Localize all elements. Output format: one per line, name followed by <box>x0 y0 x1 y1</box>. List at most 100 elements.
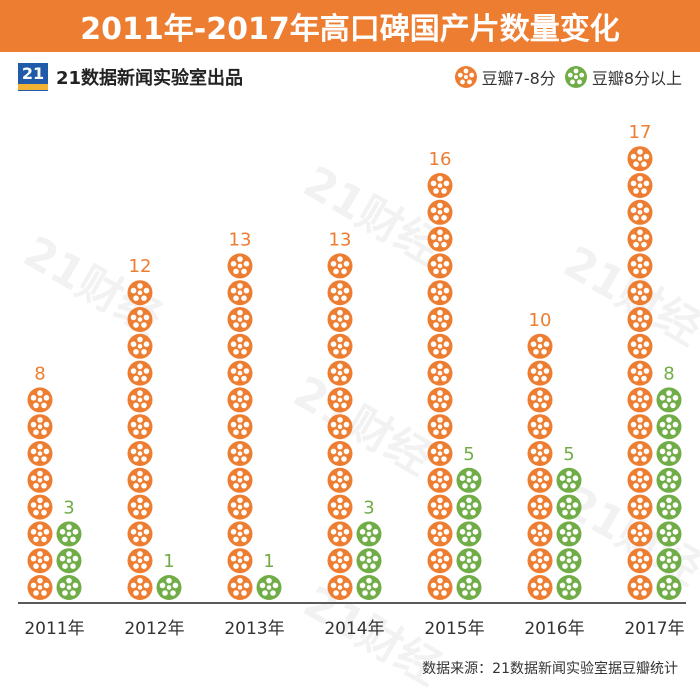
bar-stack <box>456 467 482 600</box>
film-reel-icon <box>327 387 353 413</box>
film-reel-icon <box>627 548 653 574</box>
bar-stack <box>527 333 553 600</box>
year-group: 8 3 2011年 <box>24 363 84 639</box>
bar-stack <box>427 173 453 600</box>
year-group: 16 5 2015年 <box>424 149 484 639</box>
film-reel-icon <box>127 521 153 547</box>
bar-stack <box>27 387 53 600</box>
film-reel-icon <box>456 548 482 574</box>
film-reel-icon <box>527 521 553 547</box>
film-reel-icon <box>427 253 453 279</box>
film-reel-icon <box>627 333 653 359</box>
film-reel-icon <box>227 494 253 520</box>
film-reel-icon <box>127 441 153 466</box>
film-reel-icon <box>27 548 53 574</box>
film-reel-icon <box>527 360 553 386</box>
film-reel-icon <box>127 575 153 600</box>
film-reel-icon <box>556 575 582 600</box>
film-reel-icon <box>56 575 82 600</box>
film-reel-icon <box>427 173 453 198</box>
logo-21: 21 <box>18 63 48 91</box>
legend-item-orange: 豆瓣7-8分 <box>454 65 556 89</box>
film-reel-icon <box>627 360 653 386</box>
year-group: 12 1 2012年 <box>124 256 184 639</box>
film-reel-icon <box>127 548 153 574</box>
x-tick-label: 2013年 <box>224 619 284 639</box>
film-reel-icon <box>327 548 353 574</box>
film-reel-icon <box>256 575 282 600</box>
film-reel-icon <box>227 521 253 547</box>
data-label: 13 <box>329 229 352 250</box>
source-note: 数据来源：21数据新闻实验室据豆瓣统计 <box>422 661 678 677</box>
film-reel-icon <box>527 548 553 574</box>
x-tick-label: 2011年 <box>24 619 84 639</box>
film-reel-icon <box>627 199 653 225</box>
film-reel-icon <box>656 521 682 547</box>
film-reel-icon <box>227 467 253 493</box>
film-reel-icon <box>127 360 153 386</box>
bar-stack <box>227 253 253 600</box>
logo-text: 21 <box>21 64 45 83</box>
data-label: 12 <box>129 256 152 277</box>
film-reel-icon <box>127 387 153 413</box>
film-reel-icon <box>656 414 682 440</box>
film-reel-icon <box>27 521 53 547</box>
year-group: 13 3 2014年 <box>324 229 384 639</box>
film-reel-icon <box>127 414 153 440</box>
data-label: 13 <box>229 229 252 250</box>
film-reel-icon <box>656 548 682 574</box>
x-tick-label: 2017年 <box>624 619 684 639</box>
film-reel-icon <box>427 333 453 359</box>
film-reel-icon <box>656 494 682 520</box>
film-reel-icon <box>427 575 453 600</box>
film-reel-icon <box>627 226 653 252</box>
film-reel-icon <box>227 360 253 386</box>
bar-stack <box>56 521 82 600</box>
film-reel-icon <box>656 387 682 413</box>
film-reel-icon <box>556 548 582 574</box>
film-reel-icon <box>556 467 582 493</box>
film-reel-icon <box>454 66 477 88</box>
film-reel-icon <box>327 360 353 386</box>
film-reel-icon <box>627 441 653 466</box>
film-reel-icon <box>556 521 582 547</box>
film-reel-icon <box>27 467 53 493</box>
film-reel-icon <box>456 575 482 600</box>
bar-stack <box>656 387 682 600</box>
film-reel-icon <box>56 521 82 547</box>
film-reel-icon <box>327 575 353 600</box>
film-reel-icon <box>27 414 53 440</box>
film-reel-icon <box>656 441 682 466</box>
film-reel-icon <box>427 360 453 386</box>
film-reel-icon <box>627 146 653 172</box>
film-reel-icon <box>227 575 253 600</box>
film-reel-icon <box>127 467 153 493</box>
x-tick-label: 2016年 <box>524 619 584 639</box>
data-label: 3 <box>63 497 74 518</box>
year-group: 17 8 2017年 <box>624 122 684 639</box>
film-reel-icon <box>127 494 153 520</box>
film-reel-icon <box>227 253 253 279</box>
title-bar: 2011年-2017年高口碑国产片数量变化 <box>0 0 700 52</box>
film-reel-icon <box>327 280 353 306</box>
film-reel-icon <box>527 333 553 359</box>
film-reel-icon <box>427 494 453 520</box>
data-label: 8 <box>34 363 45 384</box>
logo-stripe <box>18 84 48 90</box>
year-group: 13 1 2013年 <box>224 229 284 639</box>
bar-stack <box>556 467 582 600</box>
film-reel-icon <box>627 253 653 279</box>
film-reel-icon <box>327 441 353 466</box>
legend: 豆瓣7-8分 豆瓣8分以上 <box>454 65 682 89</box>
film-reel-icon <box>527 494 553 520</box>
film-reel-icon <box>227 307 253 332</box>
film-reel-icon <box>627 307 653 332</box>
x-tick-label: 2012年 <box>124 619 184 639</box>
film-reel-icon <box>127 333 153 359</box>
data-label: 17 <box>629 122 652 143</box>
legend-label-green: 豆瓣8分以上 <box>591 69 682 88</box>
film-reel-icon <box>127 307 153 332</box>
film-reel-icon <box>27 387 53 413</box>
film-reel-icon <box>327 494 353 520</box>
film-reel-icon <box>27 494 53 520</box>
